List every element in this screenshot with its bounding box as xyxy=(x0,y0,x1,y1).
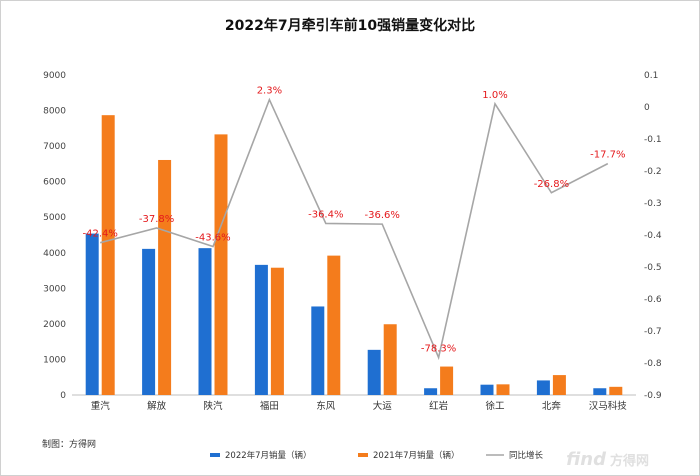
growth-data-label: -37.8% xyxy=(139,214,174,225)
right-axis-tick-label: -0.9 xyxy=(644,391,662,401)
right-y-axis: 0.1 0 -0.1 -0.2 -0.3 -0.4 -0.5 -0.6 -0.7 -0.8 -0.9 xyxy=(644,71,662,401)
category-label: 徐工 xyxy=(485,400,505,412)
category-labels: 重汽 解放 陕汽 福田 东风 大运 红岩 徐工 北奔 汉马科技 xyxy=(91,400,628,412)
bar-2021 xyxy=(270,267,284,395)
growth-data-label: -26.8% xyxy=(534,179,569,190)
left-axis-tick-label: 6000 xyxy=(43,178,66,188)
watermark-logo: find xyxy=(566,449,607,470)
category-label: 解放 xyxy=(147,400,167,412)
category-label: 汉马科技 xyxy=(589,400,628,412)
growth-data-label: 1.0% xyxy=(482,90,507,101)
bar-2021 xyxy=(609,386,623,395)
bar-2022 xyxy=(424,388,438,395)
bar-2022 xyxy=(367,349,381,395)
bar-2022 xyxy=(198,248,212,395)
left-axis-tick-label: 7000 xyxy=(43,142,66,152)
bar-2021 xyxy=(158,159,172,395)
bar-2021 xyxy=(214,134,228,395)
growth-data-label: -42.4% xyxy=(83,229,118,240)
bar-2022 xyxy=(480,384,494,395)
bar-2022 xyxy=(85,233,99,395)
bar-2021 xyxy=(440,366,454,395)
category-label: 大运 xyxy=(373,400,393,412)
left-axis-tick-label: 9000 xyxy=(43,71,66,81)
legend-swatch-2022 xyxy=(210,453,220,457)
legend-label-2021: 2021年7月销量（辆） xyxy=(373,450,460,461)
left-axis-tick-label: 3000 xyxy=(43,284,66,294)
left-axis-tick-label: 8000 xyxy=(43,107,66,117)
right-axis-tick-label: -0.1 xyxy=(644,135,662,145)
right-axis-tick-label: -0.7 xyxy=(644,327,662,337)
bar-2021 xyxy=(383,324,397,395)
growth-data-label: -36.6% xyxy=(365,210,400,221)
left-axis-tick-label: 4000 xyxy=(43,249,66,259)
bar-2022 xyxy=(593,388,607,395)
growth-data-labels: -42.4% -37.8% -43.6% 2.3% -36.4% -36.6% -78.3%… xyxy=(83,86,626,355)
growth-data-label: -17.7% xyxy=(590,150,625,161)
legend-swatch-2021 xyxy=(358,453,368,457)
right-axis-tick-label: -0.2 xyxy=(644,167,662,177)
chart-credit: 制图：方得网 xyxy=(42,438,96,450)
category-label: 北奔 xyxy=(542,400,562,412)
left-axis-tick-label: 1000 xyxy=(43,355,66,365)
right-axis-tick-label: 0.1 xyxy=(644,71,658,81)
left-axis-tick-label: 0 xyxy=(60,391,66,401)
right-axis-tick-label: -0.5 xyxy=(644,263,662,273)
watermark-text: 方得网 xyxy=(610,453,649,469)
growth-data-label: 2.3% xyxy=(257,86,282,97)
bar-2021 xyxy=(101,115,115,395)
right-axis-tick-label: -0.8 xyxy=(644,359,662,369)
growth-data-label: -43.6% xyxy=(195,233,230,244)
right-axis-tick-label: -0.4 xyxy=(644,231,662,241)
bar-2022 xyxy=(536,380,550,395)
left-y-axis: 0 1000 2000 3000 4000 5000 6000 7000 8000 9000 xyxy=(43,71,66,401)
left-axis-tick-label: 2000 xyxy=(43,320,66,330)
right-axis-tick-label: 0 xyxy=(644,103,650,113)
chart-title: 2022年7月牵引车前10强销量变化对比 xyxy=(225,17,475,34)
category-label: 福田 xyxy=(260,400,279,412)
growth-line xyxy=(99,97,609,361)
bar-2021 xyxy=(327,255,341,395)
growth-data-label: -36.4% xyxy=(308,209,343,220)
legend-label-2022: 2022年7月销量（辆） xyxy=(225,450,312,461)
bar-2022 xyxy=(142,248,156,395)
bar-series-group xyxy=(85,115,623,395)
right-axis-tick-label: -0.3 xyxy=(644,199,662,209)
category-label: 东风 xyxy=(316,400,336,412)
right-axis-tick-label: -0.6 xyxy=(644,295,662,305)
category-label: 重汽 xyxy=(91,400,111,412)
growth-line-group xyxy=(99,97,609,361)
legend-label-growth: 同比增长 xyxy=(509,450,544,461)
category-label: 红岩 xyxy=(429,400,448,412)
bar-2021 xyxy=(496,384,510,395)
category-label: 陕汽 xyxy=(203,400,223,412)
bar-2022 xyxy=(254,264,268,395)
growth-data-label: -78.3% xyxy=(421,344,456,355)
left-axis-tick-label: 5000 xyxy=(43,213,66,223)
bar-2022 xyxy=(311,306,325,395)
legend: 2022年7月销量（辆） 2021年7月销量（辆） 同比增长 xyxy=(210,450,544,461)
bar-2021 xyxy=(552,375,566,395)
